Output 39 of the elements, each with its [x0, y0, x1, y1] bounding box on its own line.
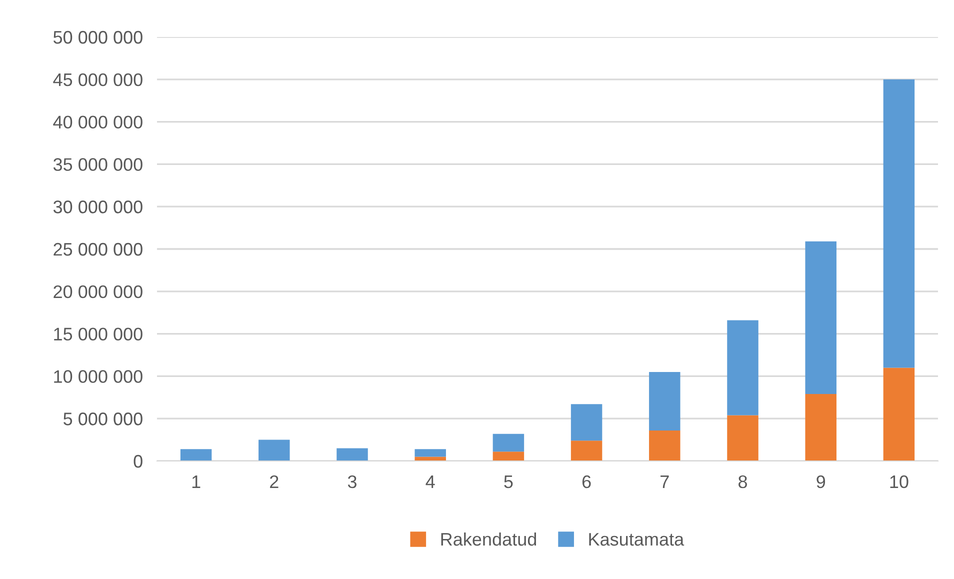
y-tick-label: 5 000 000: [64, 412, 142, 426]
bar: [805, 241, 836, 394]
y-tick-label: 45 000 000: [53, 73, 142, 86]
bar: [649, 372, 680, 430]
y-tick-label: 40 000 000: [53, 116, 142, 129]
bar: [492, 434, 524, 452]
x-tick-label: 5: [504, 476, 513, 488]
x-tick-label: 9: [816, 475, 826, 488]
bar: [649, 430, 680, 461]
bar: [805, 394, 836, 461]
bar: [414, 449, 446, 457]
x-tick-label: 4: [426, 476, 435, 488]
bar: [883, 368, 915, 461]
y-tick-label: 20 000 000: [54, 285, 142, 298]
bar: [258, 440, 290, 461]
legend-label: Rakendatud: [441, 532, 536, 546]
bar: [883, 79, 915, 368]
y-tick-label: 10 000 000: [54, 370, 142, 383]
x-tick-label: 1: [192, 476, 200, 488]
x-tick-label: 7: [660, 476, 669, 488]
bar: [336, 448, 368, 461]
y-tick-label: 50 000 000: [53, 30, 142, 44]
bar: [727, 320, 758, 416]
bar: [727, 415, 758, 461]
bar: [570, 404, 602, 441]
x-tick-label: 10: [890, 475, 908, 488]
x-tick-label: 3: [348, 475, 356, 488]
bar: [492, 452, 524, 461]
y-tick-label: 30 000 000: [53, 200, 142, 214]
x-tick-label: 2: [270, 475, 278, 488]
y-tick-label: 25 000 000: [54, 242, 142, 256]
x-tick-label: 6: [582, 475, 591, 488]
y-tick-label: 0: [134, 454, 142, 468]
bar: [570, 440, 602, 461]
y-tick-label: 15 000 000: [54, 328, 142, 341]
bar: [180, 449, 212, 461]
y-tick-label: 35 000 000: [53, 158, 142, 171]
legend-label: Kasutamata: [589, 533, 684, 546]
x-tick-label: 8: [738, 475, 747, 488]
